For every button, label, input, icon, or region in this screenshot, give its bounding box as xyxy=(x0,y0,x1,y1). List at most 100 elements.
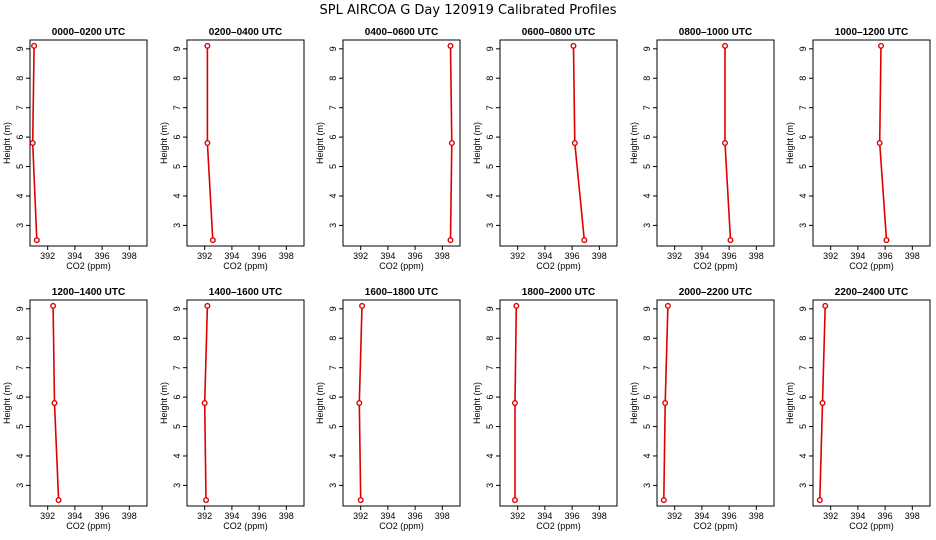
y-tick-label: 4 xyxy=(172,193,182,198)
data-point xyxy=(55,497,62,504)
y-tick-label: 3 xyxy=(485,223,495,228)
x-axis-label: CO2 (ppm) xyxy=(536,261,581,271)
plot-frame xyxy=(186,39,305,247)
y-tick-label: 3 xyxy=(15,483,25,488)
panel-title: 1400–1600 UTC xyxy=(209,287,282,298)
data-point xyxy=(209,237,216,244)
y-axis-label: Height (m) xyxy=(785,382,795,424)
plot-frame xyxy=(499,39,618,247)
data-point xyxy=(29,139,36,146)
data-point xyxy=(816,497,823,504)
y-tick-label: 9 xyxy=(485,306,495,311)
panel-title: 1600–1800 UTC xyxy=(365,287,438,298)
data-point xyxy=(359,302,366,309)
y-tick-label: 5 xyxy=(798,424,808,429)
y-tick-label: 5 xyxy=(798,164,808,169)
plot-frame xyxy=(656,39,775,247)
data-point xyxy=(664,302,671,309)
y-tick-label: 6 xyxy=(485,395,495,400)
x-tick-label: 396 xyxy=(878,511,893,521)
x-tick-label: 396 xyxy=(722,511,737,521)
y-tick-label: 9 xyxy=(328,46,338,51)
y-tick-label: 7 xyxy=(172,105,182,110)
data-point xyxy=(571,139,578,146)
data-point xyxy=(511,497,518,504)
panel-title: 1200–1400 UTC xyxy=(52,287,125,298)
y-tick-label: 3 xyxy=(642,483,652,488)
y-tick-label: 9 xyxy=(328,306,338,311)
panel-title: 1000–1200 UTC xyxy=(835,27,908,38)
x-tick-label: 398 xyxy=(122,511,137,521)
x-tick-label: 394 xyxy=(537,251,552,261)
x-tick-label: 398 xyxy=(435,511,450,521)
y-tick-label: 7 xyxy=(172,365,182,370)
x-tick-label: 392 xyxy=(197,511,212,521)
y-tick-label: 8 xyxy=(798,336,808,341)
x-axis-label: CO2 (ppm) xyxy=(379,261,424,271)
x-tick-label: 392 xyxy=(510,511,525,521)
chart-panel: 0400–0600 UTC 392 394 396 398 3 4 5 6 7 8 9 CO2 (ppm… xyxy=(315,27,461,271)
y-tick-label: 9 xyxy=(15,46,25,51)
y-tick-label: 5 xyxy=(642,424,652,429)
y-tick-label: 5 xyxy=(328,164,338,169)
data-point xyxy=(660,497,667,504)
y-tick-label: 6 xyxy=(15,395,25,400)
y-tick-label: 8 xyxy=(15,336,25,341)
data-point xyxy=(722,139,729,146)
x-axis-label: CO2 (ppm) xyxy=(693,521,738,531)
x-tick-label: 396 xyxy=(95,511,110,521)
data-point xyxy=(819,400,826,407)
x-axis-label: CO2 (ppm) xyxy=(693,261,738,271)
y-tick-label: 4 xyxy=(485,453,495,458)
plot-frame xyxy=(342,39,461,247)
data-point xyxy=(722,42,729,49)
y-tick-label: 8 xyxy=(328,76,338,81)
panel-title: 2200–2400 UTC xyxy=(835,287,908,298)
y-tick-label: 3 xyxy=(642,223,652,228)
y-tick-label: 8 xyxy=(642,336,652,341)
x-tick-label: 398 xyxy=(279,511,294,521)
x-tick-label: 392 xyxy=(667,511,682,521)
y-axis-label: Height (m) xyxy=(159,122,169,164)
x-tick-label: 398 xyxy=(592,251,607,261)
chart-panel: 1600–1800 UTC 392 394 396 398 3 4 5 6 7 8 9 CO2 (ppm… xyxy=(315,287,461,531)
x-tick-label: 392 xyxy=(197,251,212,261)
data-point xyxy=(878,42,885,49)
chart-panel: 1200–1400 UTC 392 394 396 398 3 4 5 6 7 8 9 CO2 (ppm… xyxy=(2,287,148,531)
data-point xyxy=(727,237,734,244)
x-tick-label: 394 xyxy=(380,511,395,521)
x-tick-label: 398 xyxy=(592,511,607,521)
x-tick-label: 392 xyxy=(353,511,368,521)
y-axis-label: Height (m) xyxy=(2,382,12,424)
y-tick-label: 4 xyxy=(798,453,808,458)
y-tick-label: 6 xyxy=(485,135,495,140)
data-point xyxy=(513,302,520,309)
x-tick-label: 392 xyxy=(667,251,682,261)
y-tick-label: 6 xyxy=(172,395,182,400)
y-tick-label: 9 xyxy=(172,306,182,311)
data-point xyxy=(33,237,40,244)
x-tick-label: 398 xyxy=(749,511,764,521)
x-tick-label: 396 xyxy=(722,251,737,261)
data-point xyxy=(581,237,588,244)
y-tick-label: 5 xyxy=(642,164,652,169)
y-axis-label: Height (m) xyxy=(2,122,12,164)
y-tick-label: 3 xyxy=(172,223,182,228)
y-tick-label: 5 xyxy=(15,164,25,169)
y-tick-label: 6 xyxy=(642,395,652,400)
y-tick-label: 8 xyxy=(15,76,25,81)
y-tick-label: 8 xyxy=(485,76,495,81)
x-tick-label: 398 xyxy=(749,251,764,261)
x-tick-label: 394 xyxy=(67,251,82,261)
y-tick-label: 7 xyxy=(15,365,25,370)
panel-title: 0000–0200 UTC xyxy=(52,27,125,38)
y-tick-label: 7 xyxy=(798,105,808,110)
data-point xyxy=(203,497,210,504)
y-tick-label: 5 xyxy=(15,424,25,429)
chart-panel: 2200–2400 UTC 392 394 396 398 3 4 5 6 7 8 9 CO2 (ppm… xyxy=(785,287,931,531)
y-tick-label: 7 xyxy=(485,365,495,370)
x-tick-label: 392 xyxy=(40,251,55,261)
y-tick-label: 9 xyxy=(642,46,652,51)
data-point xyxy=(356,400,363,407)
data-point xyxy=(662,400,669,407)
